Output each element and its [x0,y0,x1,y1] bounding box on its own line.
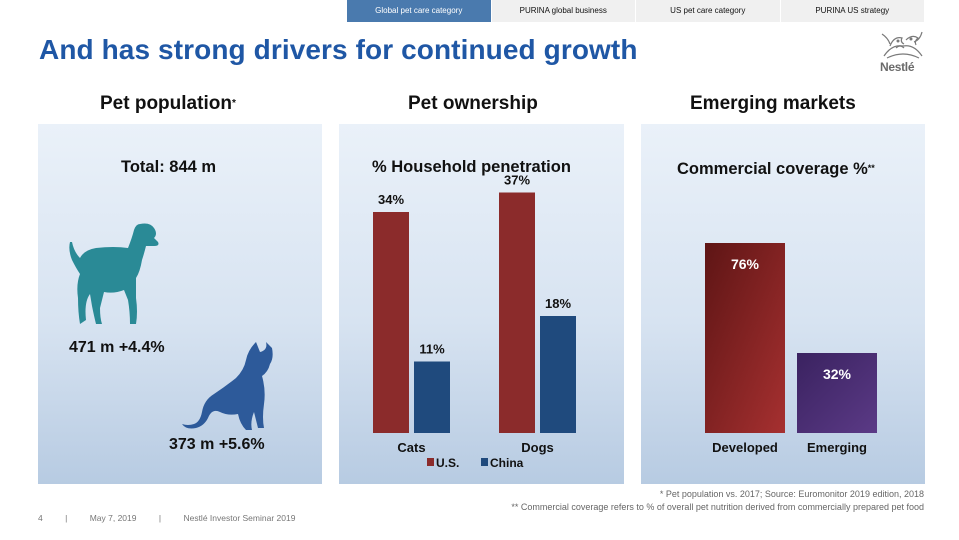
pet-ownership-panel: % Household penetration 34% 11% Cats 37% 18%… [339,124,624,484]
label-developed: 76% [731,256,760,272]
nestle-logo-icon [881,31,923,59]
footer-separator: | [65,513,68,523]
presentation-date: May 7, 2019 [89,513,137,523]
label-china-dogs: 18% [545,296,571,311]
category-label-developed: Developed [712,440,778,455]
cat-icon [182,342,273,430]
footnote-1: * Pet population vs. 2017; Source: Eurom… [659,489,924,499]
logo-text: Nestlé [880,60,915,74]
commercial-coverage-subtitle-text: Commercial coverage % [677,160,868,178]
legend-swatch-u-s [427,458,434,466]
tab-purina-global-business[interactable]: PURINA global business [491,0,635,22]
legend-label-u-s: U.S. [436,456,459,470]
pet-ownership-heading: Pet ownership [408,93,538,114]
commercial-coverage-subtitle: Commercial coverage %** [677,160,875,179]
event-name: Nestlé Investor Seminar 2019 [183,513,296,523]
footnote-mark: * [231,98,236,109]
bar-u-s-dogs [499,192,535,433]
label-u-s-dogs: 37% [504,173,530,188]
emerging-markets-heading: Emerging markets [690,93,856,114]
bar-u-s-cats [373,212,409,433]
cat-population-stat: 373 m +5.6% [169,436,265,453]
total-population: Total: 844 m [121,158,217,176]
category-label-cats: Cats [397,440,425,455]
bar-developed [705,243,785,433]
household-penetration-chart: 34% 11% Cats 37% 18% Dogs U.S. China [373,173,576,470]
footer-separator: | [158,513,162,523]
label-u-s-cats: 34% [378,192,404,207]
pet-population-heading: Pet population* [100,93,236,115]
footnote-mark-double: ** [867,163,875,173]
tab-global-pet-care-category[interactable]: Global pet care category [347,0,491,22]
pet-population-panel: Total: 844 m 471 m +4.4% 373 m +5.6% [38,124,322,484]
legend-label-china: China [490,456,524,470]
bar-china-dogs [540,316,576,433]
commercial-coverage-chart: 76% Developed 32% Emerging [705,243,877,455]
tab-purina-us-strategy[interactable]: PURINA US strategy [780,0,924,22]
pet-population-heading-text: Pet population [100,93,232,114]
slide-title: And has strong drivers for continued gro… [39,34,638,65]
label-emerging: 32% [823,366,852,382]
category-label-emerging: Emerging [807,440,867,455]
bar-china-cats [414,361,450,433]
bar-emerging [797,353,877,433]
category-label-dogs: Dogs [521,440,554,455]
tab-us-pet-care-category[interactable]: US pet care category [636,0,780,22]
section-tabs: Global pet care category PURINA global b… [347,0,924,22]
household-penetration-subtitle: % Household penetration [372,158,571,176]
dog-population-stat: 471 m +4.4% [69,339,165,356]
dog-icon [69,223,159,324]
footnote-2: ** Commercial coverage refers to % of ov… [511,502,924,512]
emerging-markets-panel: Commercial coverage %** 76% Developed 32% E… [641,124,925,484]
label-china-cats: 11% [419,342,445,357]
slide-footer: 4 | May 7, 2019 | Nestlé Investor Semina… [38,513,315,523]
page-number: 4 [38,513,43,523]
legend-swatch-china [481,458,488,466]
